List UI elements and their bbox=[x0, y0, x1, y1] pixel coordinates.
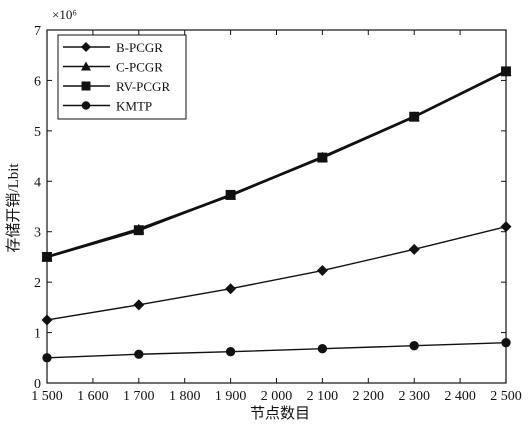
legend-marker bbox=[81, 81, 91, 91]
y-tick-label: 4 bbox=[34, 175, 41, 190]
legend-marker bbox=[81, 42, 91, 52]
legend-marker bbox=[81, 61, 91, 71]
y-tick-label: 3 bbox=[34, 226, 41, 241]
x-tick-label: 2 100 bbox=[307, 389, 339, 404]
x-axis-title: 节点数目 bbox=[250, 405, 310, 422]
data-point-b-pcgr bbox=[41, 314, 53, 326]
x-tick-label: 2 300 bbox=[398, 389, 430, 404]
data-point-rv-pcgr bbox=[409, 111, 420, 122]
data-point-kmtp bbox=[42, 353, 52, 363]
data-point-rv-pcgr bbox=[501, 66, 511, 77]
data-point-kmtp bbox=[134, 349, 144, 359]
x-tick-label: 2 500 bbox=[490, 389, 522, 404]
legend-label: C-PCGR bbox=[116, 60, 163, 75]
series-markers bbox=[41, 65, 512, 363]
data-point-rv-pcgr bbox=[42, 251, 52, 262]
data-point-b-pcgr bbox=[408, 243, 420, 255]
x-tick-label: 1 600 bbox=[77, 389, 109, 404]
data-point-rv-pcgr bbox=[133, 225, 144, 236]
series-line-kmtp bbox=[46, 341, 507, 359]
y-multiplier: ×10⁶ bbox=[52, 7, 77, 22]
data-point-b-pcgr bbox=[316, 265, 328, 277]
data-point-kmtp bbox=[501, 337, 511, 348]
ticks: 1 500 1 600 1 700 1 800 1 900 2 000 2 100 2 200… bbox=[31, 24, 522, 404]
x-tick-label: 2 400 bbox=[444, 389, 476, 404]
y-tick-label: 7 bbox=[34, 24, 41, 39]
y-tick-label: 0 bbox=[34, 377, 41, 392]
x-tick-label: 1 500 bbox=[31, 389, 63, 404]
x-tick-label: 2 000 bbox=[261, 389, 293, 404]
y-tick-label: 5 bbox=[34, 125, 41, 140]
y-tick-label: 6 bbox=[34, 74, 41, 89]
x-tick-label: 1 700 bbox=[123, 389, 155, 404]
series-lines bbox=[46, 70, 507, 359]
data-point-b-pcgr bbox=[133, 299, 145, 311]
data-point-b-pcgr bbox=[500, 221, 512, 233]
y-axis-title: 存储开销/Lbit bbox=[5, 163, 22, 253]
legend-label: B-PCGR bbox=[116, 40, 163, 55]
data-point-kmtp bbox=[409, 341, 419, 351]
data-point-kmtp bbox=[225, 347, 236, 357]
data-point-b-pcgr bbox=[225, 283, 237, 295]
legend-label: RV-PCGR bbox=[116, 79, 170, 94]
legend: B-PCGR C-PCGR RV-PCGR KMTP bbox=[57, 34, 187, 120]
x-tick-label: 1 900 bbox=[215, 389, 247, 404]
data-point-rv-pcgr bbox=[225, 189, 236, 200]
y-tick-label: 2 bbox=[34, 276, 41, 291]
series-line-rv-pcgr bbox=[46, 70, 507, 259]
series-line-b-pcgr bbox=[46, 225, 507, 321]
legend-marker bbox=[81, 101, 91, 110]
x-tick-label: 1 800 bbox=[169, 389, 201, 404]
x-tick-label: 2 200 bbox=[353, 389, 385, 404]
data-point-rv-pcgr bbox=[317, 152, 328, 163]
data-point-kmtp bbox=[317, 344, 328, 354]
legend-label: KMTP bbox=[116, 99, 152, 114]
y-tick-label: 1 bbox=[34, 327, 41, 342]
